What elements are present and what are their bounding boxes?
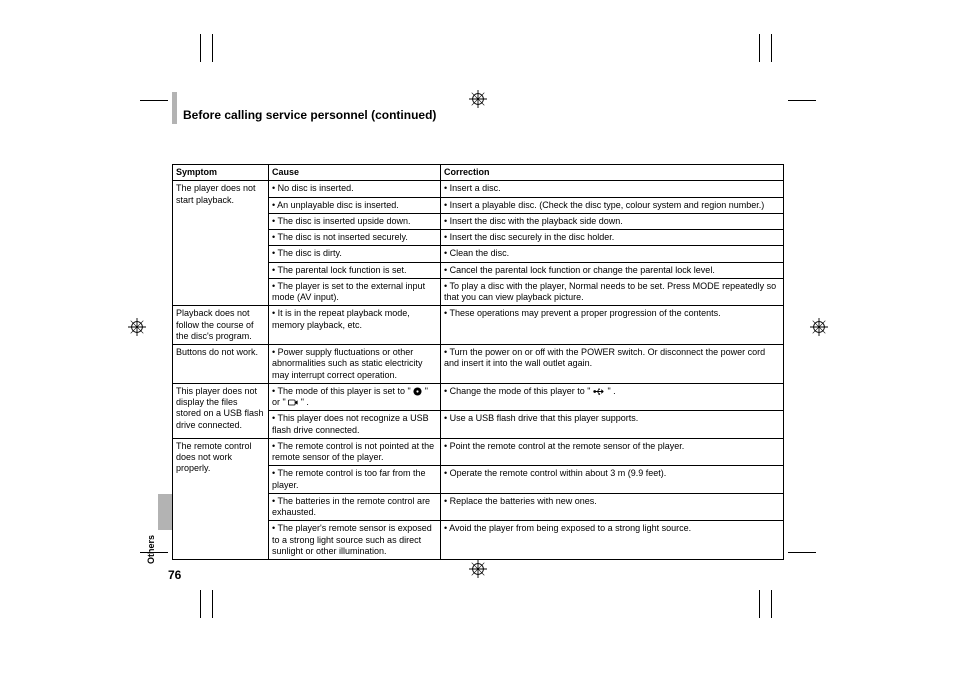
table-row: The remote control does not work properl… xyxy=(173,438,784,466)
correction-cell: • Avoid the player from being exposed to… xyxy=(441,521,784,560)
table-row: This player does not display the files s… xyxy=(173,383,784,411)
cause-cell: • The parental lock function is set. xyxy=(269,262,441,278)
header-cause: Cause xyxy=(269,165,441,181)
crop-mark xyxy=(759,34,760,62)
correction-cell: • To play a disc with the player, Normal… xyxy=(441,278,784,306)
table-header-row: Symptom Cause Correction xyxy=(173,165,784,181)
crop-mark xyxy=(200,590,201,618)
cause-cell: • It is in the repeat playback mode, mem… xyxy=(269,306,441,345)
correction-cell: • Change the mode of this player to " " … xyxy=(441,383,784,411)
crop-mark xyxy=(212,34,213,62)
cause-cell: • The mode of this player is set to " " … xyxy=(269,383,441,411)
crop-mark xyxy=(759,590,760,618)
cause-cell: • The disc is inserted upside down. xyxy=(269,213,441,229)
crop-mark xyxy=(788,100,816,101)
table-row: Buttons do not work.• Power supply fluct… xyxy=(173,345,784,384)
crop-mark xyxy=(771,34,772,62)
correction-cell: • Turn the power on or off with the POWE… xyxy=(441,345,784,384)
symptom-cell: Playback does not follow the course of t… xyxy=(173,306,269,345)
header-symptom: Symptom xyxy=(173,165,269,181)
correction-cell: • Use a USB flash drive that this player… xyxy=(441,411,784,439)
cause-cell: • The player is set to the external inpu… xyxy=(269,278,441,306)
cause-cell: • The disc is not inserted securely. xyxy=(269,230,441,246)
crop-mark xyxy=(788,552,816,553)
correction-cell: • Operate the remote control within abou… xyxy=(441,466,784,494)
cause-cell: • The batteries in the remote control ar… xyxy=(269,493,441,521)
crop-mark xyxy=(200,34,201,62)
table-row: The player does not start playback.• No … xyxy=(173,181,784,197)
correction-cell: • Insert a playable disc. (Check the dis… xyxy=(441,197,784,213)
crop-mark xyxy=(212,590,213,618)
side-tab xyxy=(158,494,172,530)
correction-cell: • Point the remote control at the remote… xyxy=(441,438,784,466)
symptom-cell: The player does not start playback. xyxy=(173,181,269,306)
symptom-cell: The remote control does not work properl… xyxy=(173,438,269,559)
cause-cell: • The remote control is too far from the… xyxy=(269,466,441,494)
title-accent-bar xyxy=(172,92,177,124)
page-title-block: Before calling service personnel (contin… xyxy=(172,92,784,124)
correction-cell: • Insert the disc securely in the disc h… xyxy=(441,230,784,246)
cause-cell: • No disc is inserted. xyxy=(269,181,441,197)
section-label: Others xyxy=(146,535,156,564)
crop-mark xyxy=(771,590,772,618)
registration-mark-icon xyxy=(810,318,828,336)
crop-mark xyxy=(140,100,168,101)
correction-cell: • Clean the disc. xyxy=(441,246,784,262)
cause-cell: • Power supply fluctuations or other abn… xyxy=(269,345,441,384)
page-title: Before calling service personnel (contin… xyxy=(183,94,436,122)
table-row: Playback does not follow the course of t… xyxy=(173,306,784,345)
symptom-cell: This player does not display the files s… xyxy=(173,383,269,438)
correction-cell: • Replace the batteries with new ones. xyxy=(441,493,784,521)
cause-cell: • The remote control is not pointed at t… xyxy=(269,438,441,466)
registration-mark-icon xyxy=(128,318,146,336)
correction-cell: • These operations may prevent a proper … xyxy=(441,306,784,345)
correction-cell: • Cancel the parental lock function or c… xyxy=(441,262,784,278)
cause-cell: • The player's remote sensor is exposed … xyxy=(269,521,441,560)
cause-cell: • This player does not recognize a USB f… xyxy=(269,411,441,439)
cause-cell: • The disc is dirty. xyxy=(269,246,441,262)
correction-cell: • Insert a disc. xyxy=(441,181,784,197)
troubleshooting-table: Symptom Cause Correction The player does… xyxy=(172,164,784,560)
correction-cell: • Insert the disc with the playback side… xyxy=(441,213,784,229)
cause-cell: • An unplayable disc is inserted. xyxy=(269,197,441,213)
page-content: Before calling service personnel (contin… xyxy=(172,92,784,564)
header-correction: Correction xyxy=(441,165,784,181)
symptom-cell: Buttons do not work. xyxy=(173,345,269,384)
page-number: 76 xyxy=(168,568,181,582)
